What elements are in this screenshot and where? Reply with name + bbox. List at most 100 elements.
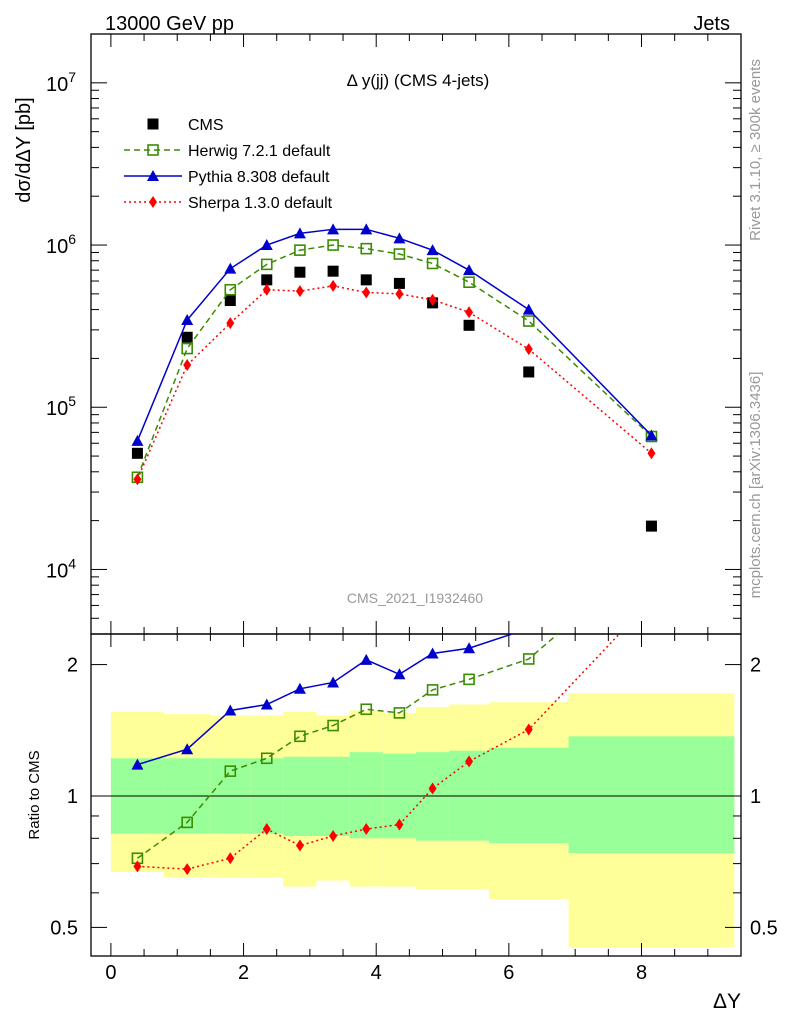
ratio-point xyxy=(224,704,237,716)
y-tick-label: 105 xyxy=(46,393,76,420)
ratio-point xyxy=(393,668,406,680)
ratio-point xyxy=(262,823,271,836)
x-axis-label: ΔY xyxy=(713,990,741,1013)
ratio-point xyxy=(294,730,306,743)
data-point xyxy=(131,447,143,459)
ratio-point xyxy=(181,816,193,829)
data-point xyxy=(522,303,535,315)
data-point xyxy=(463,319,475,331)
ratio-point xyxy=(327,676,340,688)
data-point xyxy=(463,264,476,276)
legend-marker xyxy=(147,170,159,181)
x-tick-label: 2 xyxy=(238,962,249,984)
y-tick-label: 106 xyxy=(46,231,76,258)
ratio-point xyxy=(260,698,273,710)
data-point xyxy=(522,315,535,327)
ratio-point xyxy=(327,719,339,732)
data-point xyxy=(224,295,236,307)
ratio-point xyxy=(524,723,533,736)
ratio-point xyxy=(426,684,439,696)
data-point xyxy=(327,223,340,235)
ratio-point xyxy=(295,839,304,852)
data-point xyxy=(224,283,237,296)
ratio-tick-label-right: 0.5 xyxy=(750,917,778,939)
series-line xyxy=(136,228,652,442)
ratio-point xyxy=(360,653,373,665)
legend-entry-3: Sherpa 1.3.0 default xyxy=(124,195,333,212)
legend-label: Pythia 8.308 default xyxy=(188,169,330,186)
ratio-point xyxy=(428,782,437,795)
ratio-point xyxy=(362,823,371,836)
ratio-point xyxy=(224,765,237,777)
series-line xyxy=(136,285,652,480)
data-point xyxy=(645,429,658,441)
data-point xyxy=(261,274,273,286)
ratio-point xyxy=(523,622,535,633)
data-point xyxy=(293,227,306,239)
data-point xyxy=(133,473,142,486)
ratio-point xyxy=(329,829,338,842)
ratio-tick-label: 2 xyxy=(67,655,78,677)
analysis-tag: CMS_2021_I1932460 xyxy=(347,590,483,606)
rivet-info-label: Rivet 3.1.10, ≥ 300k events xyxy=(747,59,764,241)
ratio-point xyxy=(395,818,404,831)
ratio-point xyxy=(226,852,235,865)
ratio-band-inner-11 xyxy=(568,736,735,854)
legend-marker xyxy=(149,196,157,208)
ratio-plot-frame xyxy=(90,633,742,957)
ratio-point xyxy=(183,863,192,876)
data-point xyxy=(181,342,193,355)
ratio-point xyxy=(465,755,474,768)
data-point xyxy=(645,520,657,532)
series-0 xyxy=(131,265,657,532)
data-point xyxy=(393,248,406,260)
ratio-point xyxy=(181,743,194,755)
ratio-tick-label: 1 xyxy=(67,786,78,808)
legend: CMS Herwig 7.2.1 default Pythia 8.308 defa… xyxy=(124,117,333,212)
data-point xyxy=(181,331,193,343)
ratio-series-1 xyxy=(131,547,657,770)
mcplots-info-label: mcplots.cern.ch [arXiv:1306.3436] xyxy=(747,372,764,599)
ratio-axis-label: Ratio to CMS xyxy=(26,750,43,839)
data-point xyxy=(395,287,404,300)
ratio-bands xyxy=(110,693,735,948)
chart-title: Δ y(jj) (CMS 4-jets) xyxy=(347,71,490,90)
data-point xyxy=(360,274,372,286)
data-point xyxy=(647,447,656,460)
y-tick-label: 104 xyxy=(46,555,76,582)
series-1 xyxy=(131,239,658,484)
x-tick-label: 0 xyxy=(105,962,116,984)
plot-frame xyxy=(90,33,742,957)
ratio-line xyxy=(136,634,559,859)
data-point xyxy=(224,262,237,274)
ratio-point xyxy=(426,647,439,659)
data-point xyxy=(294,244,306,256)
data-point xyxy=(360,223,373,235)
ratio-point xyxy=(646,548,656,558)
ratio-point xyxy=(393,707,406,719)
ratio-series-2 xyxy=(133,634,621,876)
ratio-line xyxy=(137,634,621,870)
data-point xyxy=(393,277,405,289)
data-point xyxy=(327,239,339,251)
legend-marker xyxy=(147,118,159,130)
data-point xyxy=(294,266,306,278)
data-point xyxy=(465,306,474,319)
series-layer xyxy=(131,223,658,876)
header-left: 13000 GeV pp xyxy=(105,13,234,35)
ratio-point xyxy=(133,860,142,873)
data-point xyxy=(463,276,475,289)
data-point xyxy=(260,258,273,271)
x-tick-label: 6 xyxy=(503,962,514,984)
ratio-point xyxy=(260,752,273,765)
ratio-point xyxy=(645,547,657,558)
data-point xyxy=(181,314,194,326)
legend-label: Sherpa 1.3.0 default xyxy=(188,195,333,212)
data-point xyxy=(183,359,192,372)
ratio-tick-label-right: 2 xyxy=(750,655,761,677)
data-point xyxy=(260,239,273,251)
data-point xyxy=(295,285,304,298)
legend-marker xyxy=(147,144,159,156)
ratio-point xyxy=(293,682,306,694)
ratio-tick-label: 0.5 xyxy=(50,917,78,939)
